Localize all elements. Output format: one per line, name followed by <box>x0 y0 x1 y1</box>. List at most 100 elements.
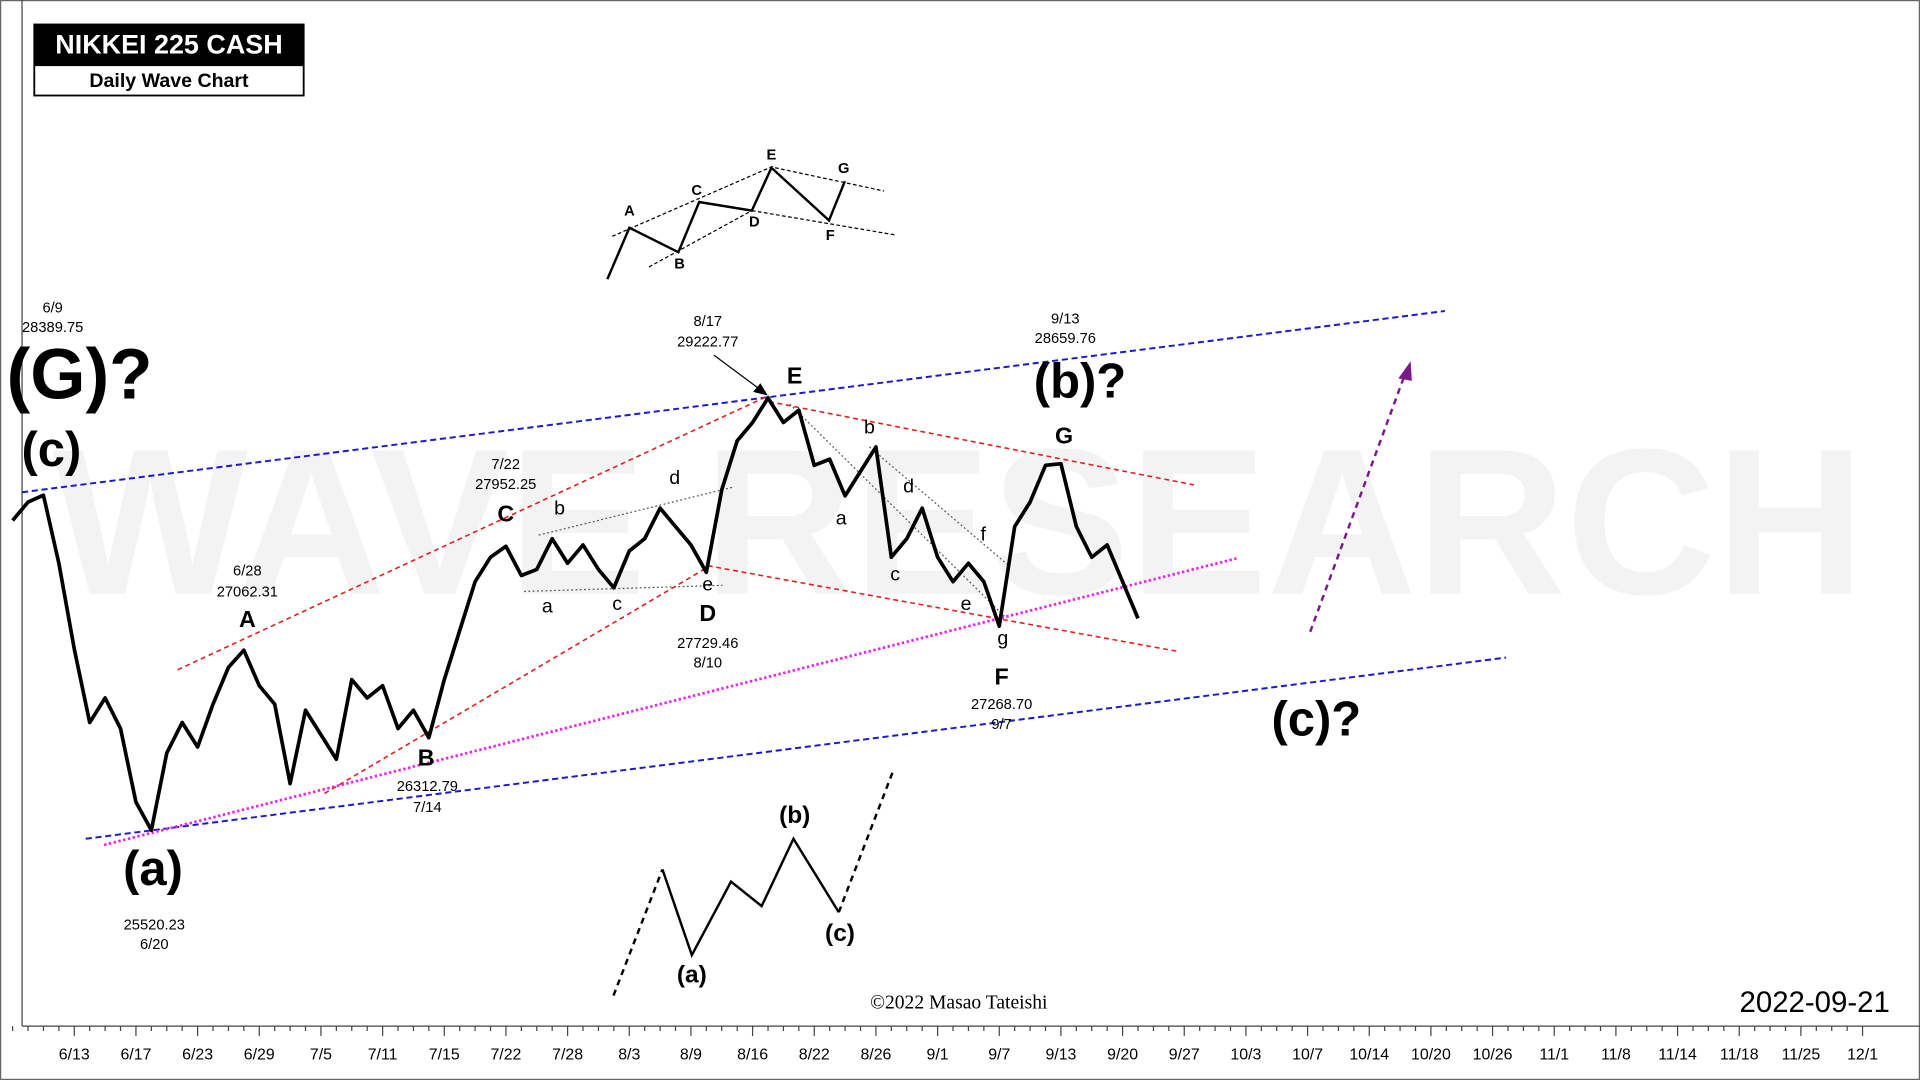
dotted-line <box>538 486 733 536</box>
x-tick-label: 9/13 <box>1045 1047 1076 1064</box>
inset-line <box>648 210 753 268</box>
callout-date: 6/28 <box>233 564 262 580</box>
callout-date: 9/13 <box>1051 311 1080 327</box>
sub-wave-label: a <box>836 507 847 529</box>
sub-wave-label: e <box>702 573 713 595</box>
callout-price: 25520.23 <box>124 918 185 934</box>
projection-arrow <box>1309 371 1407 633</box>
chart-subtitle: Daily Wave Chart <box>89 70 249 92</box>
inset-line <box>612 868 664 996</box>
sub-wave-label: b <box>554 498 565 520</box>
inset-wave <box>606 165 847 280</box>
inset-zigzag <box>612 768 896 996</box>
red-line <box>324 565 711 795</box>
wave-label: (c) <box>21 423 81 477</box>
copyright: ©2022 Masao Tateishi <box>870 993 1048 1014</box>
callout-date: 7/14 <box>413 800 442 816</box>
inset-label: G <box>838 161 849 177</box>
wave-label: C <box>497 501 514 527</box>
callout-date: 7/22 <box>491 457 520 473</box>
x-tick-label: 7/28 <box>552 1047 583 1064</box>
support-line <box>103 557 1238 847</box>
x-tick-label: 8/3 <box>618 1047 640 1064</box>
red-line <box>768 400 1195 486</box>
callout-price: 26312.79 <box>397 779 458 795</box>
inset-label: F <box>826 228 835 244</box>
inset-label: A <box>624 204 635 220</box>
x-tick-label: 11/25 <box>1782 1047 1821 1064</box>
inset-label: (a) <box>677 961 707 988</box>
x-tick-label: 6/13 <box>59 1047 90 1064</box>
x-tick-label: 10/3 <box>1230 1047 1261 1064</box>
x-tick-label: 10/14 <box>1349 1047 1389 1064</box>
date-stamp: 2022-09-21 <box>1740 986 1890 1019</box>
trend-lines <box>21 310 1507 847</box>
callout-date: 9/7 <box>991 717 1011 733</box>
callout-price: 27729.46 <box>677 636 738 652</box>
inset-line <box>612 164 776 237</box>
arrow-head <box>1398 361 1412 381</box>
inset-label: C <box>691 183 702 199</box>
x-tick-label: 10/7 <box>1292 1047 1323 1064</box>
dotted-line <box>789 403 1007 619</box>
inset-label: E <box>767 147 777 163</box>
red-line <box>177 394 770 671</box>
x-tick-label: 6/29 <box>244 1047 275 1064</box>
wave-label: (a) <box>123 842 183 896</box>
inset-label: (b) <box>779 802 810 829</box>
title-band <box>34 24 304 67</box>
callout-date: 6/20 <box>140 937 169 953</box>
x-tick-label: 9/1 <box>927 1047 949 1064</box>
callout-date: 8/10 <box>693 656 722 672</box>
x-tick-label: 9/27 <box>1169 1047 1200 1064</box>
wave-label: G <box>1055 422 1073 448</box>
sub-wave-label: c <box>890 564 900 586</box>
sub-wave-label: f <box>981 523 987 545</box>
x-tick-label: 12/1 <box>1847 1047 1878 1064</box>
x-tick-label: 8/26 <box>860 1047 891 1064</box>
callout-price: 27952.25 <box>475 477 536 493</box>
sub-wave-label: g <box>997 627 1008 649</box>
wave-label: (G)? <box>7 335 153 414</box>
wave-label: B <box>418 744 435 770</box>
x-tick-label: 7/22 <box>490 1047 521 1064</box>
x-tick-label: 11/18 <box>1720 1047 1759 1064</box>
arrow-head <box>753 383 768 396</box>
inset-wave <box>661 836 840 959</box>
x-tick-label: 11/8 <box>1601 1047 1631 1064</box>
chart-title: NIKKEI 225 CASH <box>55 30 282 60</box>
x-tick-label: 8/9 <box>680 1047 702 1064</box>
x-tick-label: 7/11 <box>368 1047 398 1064</box>
price-line <box>11 396 1140 833</box>
x-tick-label: 11/14 <box>1658 1047 1697 1064</box>
wave-label: D <box>699 600 716 626</box>
sub-wave-label: b <box>864 417 875 439</box>
inset-line <box>837 768 896 913</box>
sub-wave-label: d <box>903 476 914 498</box>
lower-channel <box>85 656 1507 840</box>
sub-wave-label: e <box>961 593 972 615</box>
wave-label: F <box>995 664 1009 690</box>
x-tick-label: 6/17 <box>120 1047 151 1064</box>
callout-price: 28389.75 <box>22 320 83 336</box>
x-tick-label: 10/26 <box>1473 1047 1513 1064</box>
wave-label: A <box>239 606 256 632</box>
x-tick-label: 6/23 <box>182 1047 213 1064</box>
inset-triangle <box>606 164 897 280</box>
sub-wave-label: c <box>612 593 622 615</box>
red-line <box>707 564 1179 653</box>
pointer-arrow <box>713 354 762 392</box>
inset-label: D <box>749 215 760 231</box>
x-tick-label: 11/1 <box>1539 1047 1569 1064</box>
dotted-line <box>868 446 1010 567</box>
sub-wave-label: d <box>669 467 680 489</box>
wave-label: (c)? <box>1271 692 1361 746</box>
callout-date: 8/17 <box>693 314 722 330</box>
wave-label: (b)? <box>1034 354 1126 408</box>
x-tick-label: 8/16 <box>737 1047 768 1064</box>
inset-line <box>774 167 885 192</box>
dotted-line <box>524 584 723 593</box>
x-tick-label: 10/20 <box>1411 1047 1451 1064</box>
